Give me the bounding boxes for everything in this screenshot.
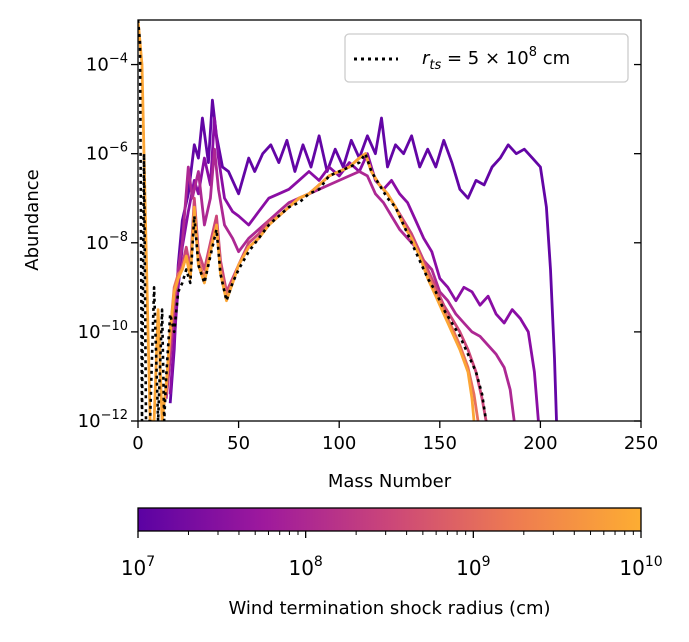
x-tick-label: 100	[322, 433, 356, 454]
legend-box	[344, 33, 629, 83]
x-tick-label: 0	[132, 433, 143, 454]
series-layer	[138, 20, 558, 421]
y-tick-label: 10−8	[86, 230, 128, 254]
colorbar-tick-base: 10	[456, 556, 481, 580]
series-line-6	[138, 20, 488, 421]
colorbar-label: Wind termination shock radius (cm)	[228, 598, 550, 619]
y-axis-label: Abundance	[22, 169, 43, 270]
x-tick-label: 200	[523, 433, 557, 454]
y-tick-exp: −8	[109, 230, 128, 245]
legend-label-eq: = 5 × 10	[441, 48, 528, 69]
legend-label-var: r	[422, 48, 431, 69]
colorbar-tick-base: 10	[121, 556, 146, 580]
y-tick-exp: −4	[109, 52, 128, 67]
y-tick-base: 10	[86, 233, 109, 254]
y-tick-label: 10−10	[78, 319, 128, 343]
y-tick-exp: −6	[109, 141, 128, 156]
y-tick-label: 10−4	[86, 52, 128, 76]
y-tick-label: 10−12	[78, 408, 128, 432]
x-tick-label: 250	[624, 433, 658, 454]
legend-label-unit: cm	[537, 48, 570, 69]
colorbar-gradient	[137, 507, 642, 532]
colorbar-tick-label: 107	[121, 554, 155, 580]
colorbar-tick-exp: 8	[314, 554, 323, 570]
legend: rts = 5 × 108 cm	[344, 33, 629, 83]
colorbar-tick-label: 108	[288, 554, 322, 580]
legend-label-exp: 8	[529, 45, 537, 60]
colorbar-ticks: 107 108 109 1010	[121, 531, 663, 580]
colorbar-tick-base: 10	[619, 556, 644, 580]
legend-label-sub: ts	[429, 58, 441, 73]
colorbar-tick-exp: 10	[645, 554, 663, 570]
y-tick-exp: −10	[101, 319, 128, 334]
colorbar-tick-exp: 9	[482, 554, 491, 570]
y-tick-base: 10	[78, 322, 101, 343]
series-line-0	[168, 98, 558, 421]
colorbar-tick-label: 109	[456, 554, 490, 580]
y-tick-base: 10	[86, 144, 109, 165]
y-tick-base: 10	[86, 55, 109, 76]
x-axis-label: Mass Number	[328, 471, 452, 492]
colorbar-tick-exp: 7	[146, 554, 155, 570]
colorbar-tick-label: 1010	[619, 554, 662, 580]
series-line-2	[164, 147, 516, 421]
y-tick-base: 10	[78, 411, 101, 432]
x-tick-label: 150	[423, 433, 457, 454]
colorbar: 107 108 109 1010 Wind termination shock rad…	[121, 507, 663, 619]
legend-label: rts = 5 × 108 cm	[422, 45, 570, 73]
plot-area	[138, 20, 641, 421]
y-tick-exp: −12	[101, 408, 128, 423]
x-tick-label: 50	[227, 433, 250, 454]
plot-frame	[137, 19, 642, 422]
colorbar-tick-base: 10	[288, 556, 313, 580]
y-tick-label: 10−6	[86, 141, 128, 165]
